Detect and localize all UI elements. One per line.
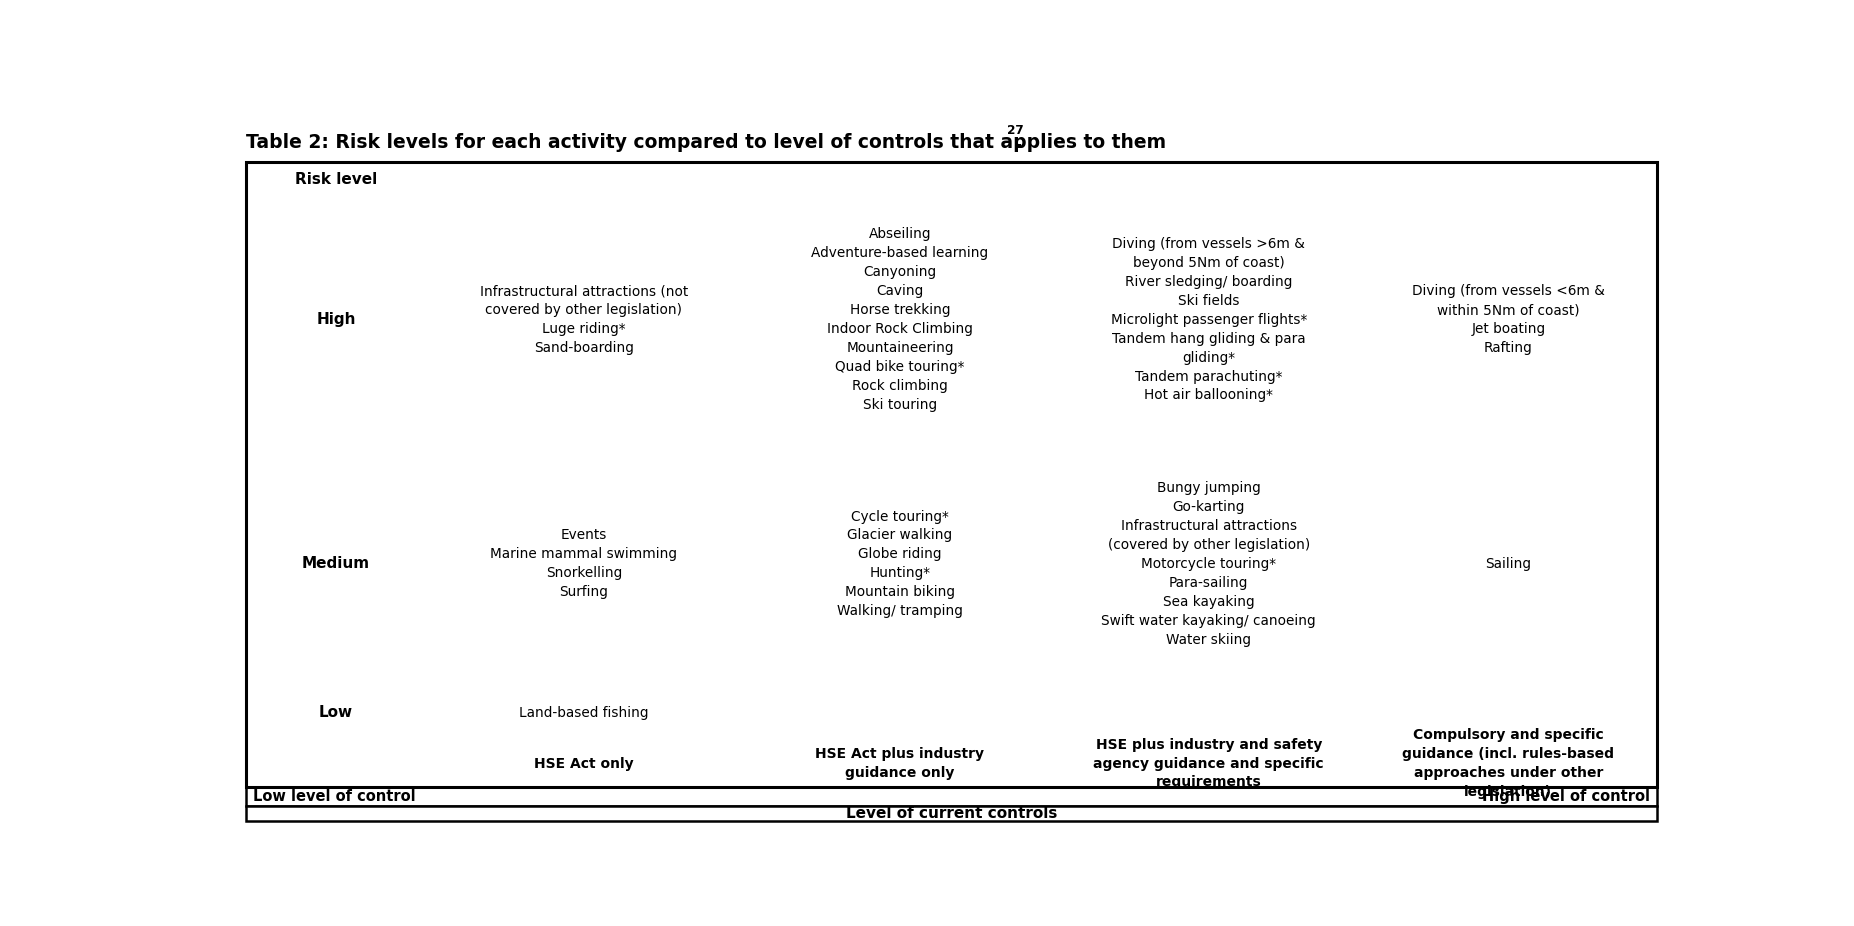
Bar [247, 162, 426, 196]
Text: Land-based fishing: Land-based fishing [519, 706, 649, 720]
Bar [1059, 685, 1359, 740]
Text: Diving (from vessels >6m &
beyond 5Nm of coast)
River sledging/ boarding
Ski fie: Diving (from vessels >6m & beyond 5Nm of… [1111, 237, 1307, 403]
Bar [247, 443, 426, 685]
Bar [742, 162, 1059, 196]
Text: Abseiling
Adventure-based learning
Canyoning
Caving
Horse trekking
Indoor Rock C: Abseiling Adventure-based learning Canyo… [812, 228, 988, 412]
Bar [247, 162, 1657, 787]
Text: Bungy jumping
Go-karting
Infrastructural attractions
(covered by other legislati: Bungy jumping Go-karting Infrastructural… [1101, 482, 1316, 646]
Text: 27: 27 [1007, 124, 1023, 137]
Bar [742, 740, 1059, 787]
Bar [1059, 443, 1359, 685]
Text: .: . [1016, 132, 1023, 152]
Bar [247, 806, 1657, 820]
Text: Events
Marine mammal swimming
Snorkelling
Surfing: Events Marine mammal swimming Snorkellin… [489, 529, 677, 599]
Bar [1059, 162, 1359, 196]
Bar [742, 685, 1059, 740]
Bar [742, 196, 1059, 443]
Bar [426, 740, 742, 787]
Bar [742, 443, 1059, 685]
Text: HSE Act plus industry
guidance only: HSE Act plus industry guidance only [816, 747, 984, 780]
Bar [1359, 196, 1657, 443]
Text: Infrastructural attractions (not
covered by other legislation)
Luge riding*
Sand: Infrastructural attractions (not covered… [480, 284, 688, 355]
Text: HSE plus industry and safety
agency guidance and specific
requirements: HSE plus industry and safety agency guid… [1094, 738, 1324, 790]
Bar [1359, 740, 1657, 787]
Bar [247, 685, 426, 740]
Bar [426, 196, 742, 443]
Text: Table 2: Risk levels for each activity compared to level of controls that applie: Table 2: Risk levels for each activity c… [247, 132, 1166, 152]
Bar [247, 196, 426, 443]
Text: Medium: Medium [302, 557, 371, 571]
Bar [247, 740, 426, 787]
Bar [1059, 196, 1359, 443]
Text: Level of current controls: Level of current controls [845, 806, 1057, 820]
Text: Low level of control: Low level of control [254, 789, 415, 804]
Text: Diving (from vessels <6m &
within 5Nm of coast)
Jet boating
Rafting: Diving (from vessels <6m & within 5Nm of… [1413, 284, 1606, 355]
Bar [426, 685, 742, 740]
Bar [426, 443, 742, 685]
Text: Cycle touring*
Glacier walking
Globe riding
Hunting*
Mountain biking
Walking/ tr: Cycle touring* Glacier walking Globe rid… [836, 509, 962, 619]
Text: High level of control: High level of control [1481, 789, 1650, 804]
Text: Compulsory and specific
guidance (incl. rules-based
approaches under other
legis: Compulsory and specific guidance (incl. … [1402, 728, 1615, 799]
Bar [1359, 685, 1657, 740]
Text: Sailing: Sailing [1485, 557, 1531, 571]
Text: High: High [317, 312, 356, 327]
Bar [1359, 443, 1657, 685]
Text: Risk level: Risk level [295, 172, 376, 187]
Bar [247, 787, 1657, 806]
Bar [1359, 162, 1657, 196]
Text: HSE Act only: HSE Act only [534, 757, 634, 770]
Text: Low: Low [319, 705, 352, 720]
Bar [1059, 740, 1359, 787]
Bar [426, 162, 742, 196]
